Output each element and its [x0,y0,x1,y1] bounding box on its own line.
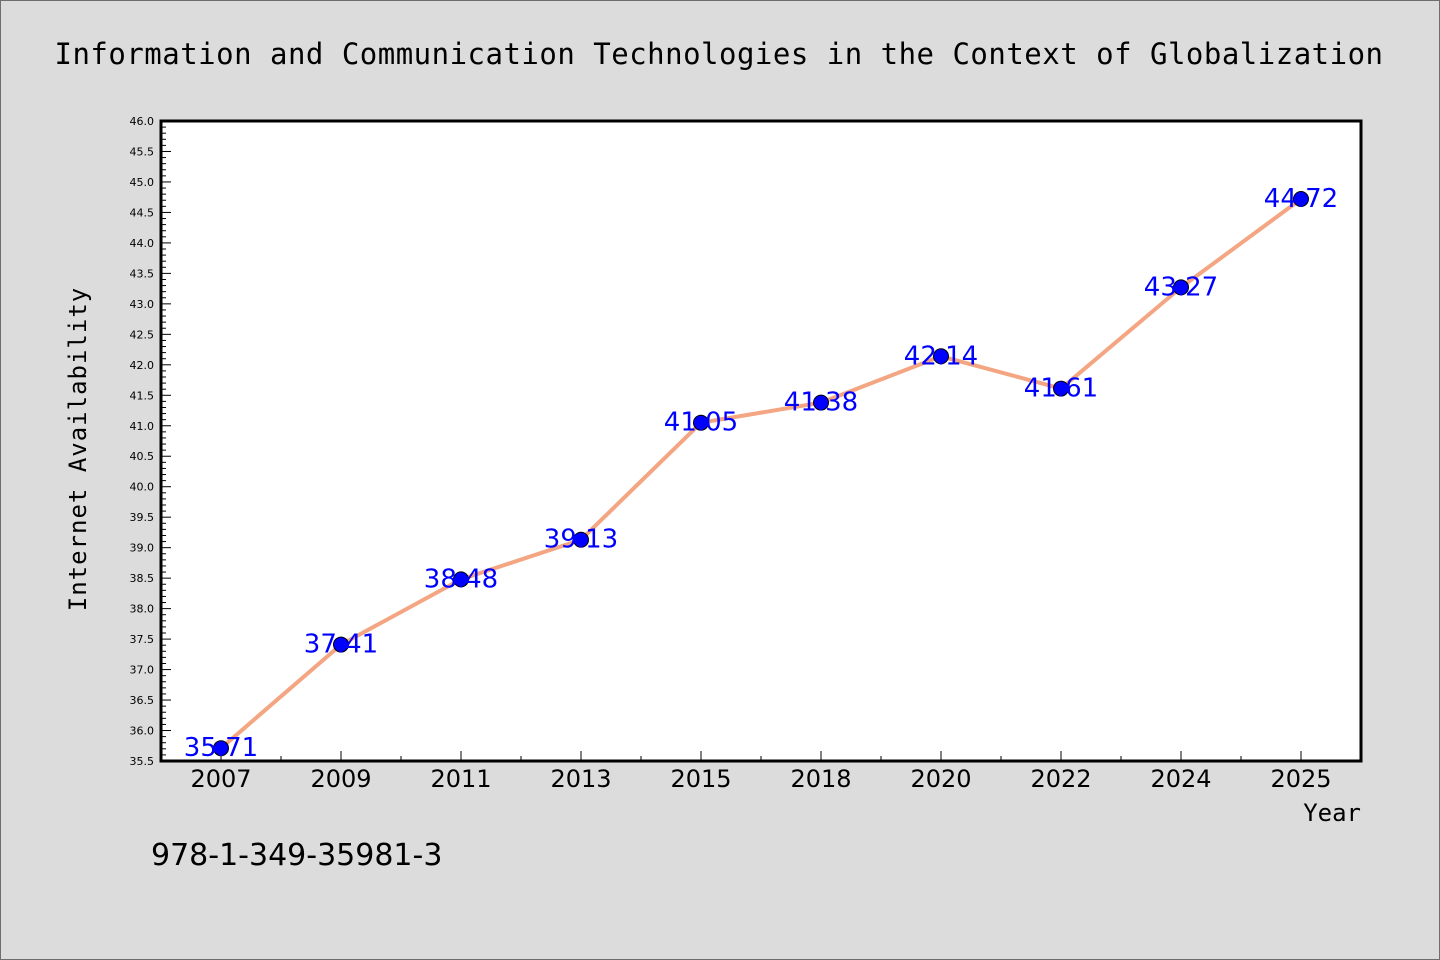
data-label: 43.27 [1144,272,1218,302]
x-tick-label: 2025 [1270,765,1331,793]
y-tick-label: 44.5 [130,206,155,219]
y-axis-label: Internet Availability [64,287,92,611]
plot-frame [159,119,1363,763]
y-tick-label: 41.0 [130,420,155,433]
y-tick-label: 45.5 [130,145,155,158]
y-tick-label: 40.5 [130,450,155,463]
y-tick-label: 46.0 [130,115,155,128]
chart-title: Information and Communication Technologi… [54,37,1383,71]
y-tick-label: 39.0 [130,542,155,555]
y-tick-label: 42.0 [130,359,155,372]
x-tick-label: 2013 [550,765,611,793]
data-point [333,636,349,653]
x-tick-label: 2020 [910,765,971,793]
y-tick-label: 36.0 [130,725,155,738]
y-tick-label: 38.0 [130,603,155,616]
y-tick-label: 36.5 [130,694,155,707]
y-tick-label: 41.5 [130,389,155,402]
data-point [1173,279,1189,296]
data-point [1293,191,1309,208]
y-tick-label: 44.0 [130,237,155,250]
x-tick-label: 2018 [790,765,851,793]
data-label: 37.41 [304,630,378,660]
data-point [453,571,469,588]
y-tick-label: 38.5 [130,572,155,585]
y-tick-label: 39.5 [130,511,155,524]
data-label: 42.14 [904,341,978,371]
series-line [219,197,1303,751]
x-tick-label: 2022 [1030,765,1091,793]
y-tick-label: 40.0 [130,481,155,494]
y-tick-label: 43.0 [130,298,155,311]
y-tick-label: 37.0 [130,664,155,677]
data-point [693,414,709,431]
data-point [1053,380,1069,397]
data-label: 41.05 [664,408,738,438]
data-point [213,740,229,757]
y-tick-label: 42.5 [130,328,155,341]
data-point [813,394,829,411]
data-labels: 35.71 37.41 38.48 39.13 41.05 41.38 42.14 41.61… [184,184,1338,763]
series-group [213,191,1309,757]
y-tick-label: 43.5 [130,267,155,280]
data-label: 41.38 [784,388,858,418]
y-tick-label: 35.5 [130,755,155,768]
data-label: 44.72 [1264,184,1338,214]
x-axis-ticks: 2007 2009 2011 2013 2015 2018 2020 2022 2024 2025 [190,751,1332,793]
y-tick-label: 45.0 [130,176,155,189]
data-point [933,348,949,365]
y-tick-label: 37.5 [130,633,155,646]
data-label: 38.48 [424,564,498,594]
isbn-text: 978-1-349-35981-3 [151,838,442,873]
x-tick-label: 2015 [670,765,731,793]
data-point [573,531,589,548]
x-tick-label: 2011 [430,765,491,793]
data-label: 35.71 [184,733,258,763]
plot-area [161,121,1361,761]
data-label: 39.13 [544,525,618,555]
x-tick-label: 2024 [1150,765,1211,793]
x-axis-label: Year [1303,799,1361,827]
data-label: 41.61 [1024,374,1098,404]
x-tick-label: 2007 [190,765,251,793]
x-tick-label: 2009 [310,765,371,793]
